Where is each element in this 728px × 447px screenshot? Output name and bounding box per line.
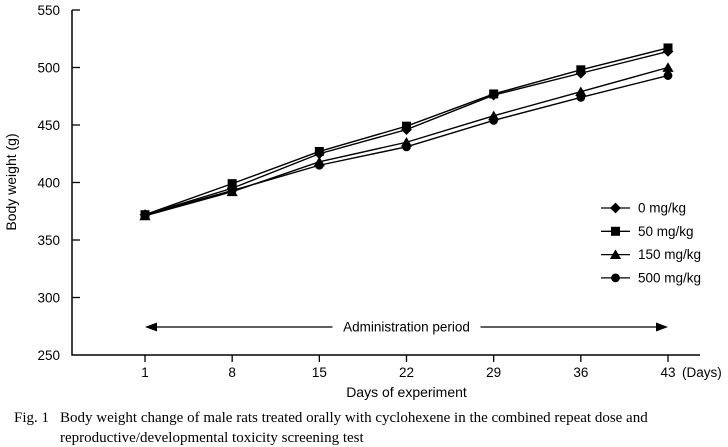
x-tick-label: 22 xyxy=(399,365,414,380)
circle-marker-icon xyxy=(663,71,673,80)
square-marker-icon xyxy=(576,65,586,75)
annotation-mask xyxy=(332,316,481,337)
y-tick-label: 500 xyxy=(37,61,60,76)
series-150-mg-kg xyxy=(139,62,674,221)
legend-item-500-mg-kg xyxy=(601,273,630,283)
circle-marker-icon xyxy=(576,93,586,102)
y-tick-label: 550 xyxy=(37,3,60,18)
series-500-mg-kg xyxy=(140,71,673,220)
square-marker-icon xyxy=(611,226,620,236)
circle-marker-icon xyxy=(227,186,237,195)
circle-marker-icon xyxy=(489,116,499,125)
triangle-marker-icon xyxy=(575,86,587,97)
legend-item-50-mg-kg xyxy=(601,226,630,236)
legend-label: 150 mg/kg xyxy=(638,247,701,262)
legend-label: 0 mg/kg xyxy=(638,201,686,216)
circle-marker-icon xyxy=(140,210,150,220)
arrow-head-left-icon xyxy=(145,322,157,332)
circle-marker-icon xyxy=(402,142,411,152)
figure-number: Fig. 1 xyxy=(14,410,50,426)
diamond-marker-icon xyxy=(610,202,621,214)
square-marker-icon xyxy=(663,43,673,53)
y-tick-label: 450 xyxy=(37,118,60,133)
x-axis-title: Days of experiment xyxy=(346,384,467,400)
x-tick-label: 43 xyxy=(660,365,675,380)
y-tick-label: 300 xyxy=(37,291,60,306)
x-tick-label: 1 xyxy=(141,365,149,380)
y-axis-title: Body weight (g) xyxy=(3,133,19,230)
y-tick-label: 350 xyxy=(37,233,60,248)
triangle-marker-icon xyxy=(662,62,674,72)
axis-lines xyxy=(71,10,700,356)
square-marker-icon xyxy=(227,179,237,189)
y-tick-label: 400 xyxy=(37,176,60,191)
circle-marker-icon xyxy=(314,160,324,170)
triangle-marker-icon xyxy=(609,249,622,259)
legend xyxy=(601,202,630,283)
legend-label: 500 mg/kg xyxy=(638,270,701,285)
x-tick-label: 36 xyxy=(573,365,588,380)
legend-item-0-mg-kg xyxy=(601,202,630,214)
square-marker-icon xyxy=(489,89,499,99)
legend-label: 50 mg/kg xyxy=(638,224,694,239)
figure-caption-text: Body weight change of male rats treated … xyxy=(60,410,648,446)
arrow-head-right-icon xyxy=(656,322,668,332)
x-tick-label: 8 xyxy=(228,365,236,380)
y-tick-label: 250 xyxy=(37,348,60,363)
square-marker-icon xyxy=(402,121,411,131)
body-weight-line-chart: 250 300 350 400 450 500 550 1 8 15 22 29 36 43 (Days) D… xyxy=(3,3,722,400)
square-marker-icon xyxy=(314,146,324,156)
administration-period-label: Administration period xyxy=(343,320,470,335)
circle-marker-icon xyxy=(611,273,620,283)
legend-item-150-mg-kg xyxy=(601,249,630,259)
x-tick-label: 29 xyxy=(486,365,501,380)
figure-caption: Fig. 1 Body weight change of male rats t… xyxy=(0,407,728,447)
x-tick-label: 15 xyxy=(312,365,327,380)
x-unit-label: (Days) xyxy=(682,365,722,380)
